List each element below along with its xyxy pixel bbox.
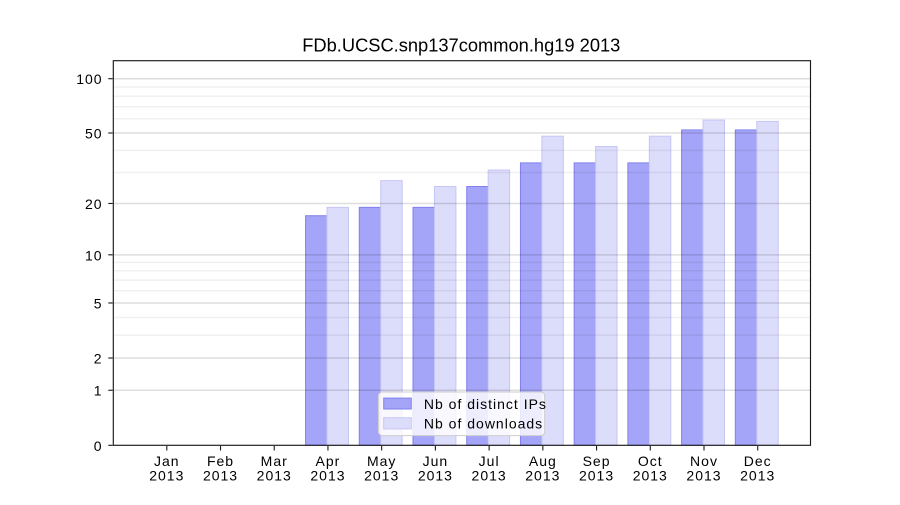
svg-text:2013: 2013 <box>633 468 668 484</box>
svg-text:May: May <box>367 453 396 469</box>
svg-text:FDb.UCSC.snp137common.hg19 201: FDb.UCSC.snp137common.hg19 2013 <box>302 35 620 56</box>
svg-text:Aug: Aug <box>529 453 557 469</box>
svg-text:10: 10 <box>85 247 103 263</box>
svg-text:2: 2 <box>94 351 103 367</box>
svg-text:0: 0 <box>94 438 103 454</box>
svg-text:Nb of distinct IPs: Nb of distinct IPs <box>424 396 547 412</box>
svg-text:Feb: Feb <box>207 453 234 469</box>
svg-text:20: 20 <box>85 196 103 212</box>
svg-text:Mar: Mar <box>261 453 288 469</box>
svg-text:2013: 2013 <box>418 468 453 484</box>
svg-text:Sep: Sep <box>583 453 611 469</box>
svg-text:50: 50 <box>85 125 103 141</box>
svg-text:5: 5 <box>94 295 103 311</box>
svg-text:Oct: Oct <box>638 453 663 469</box>
svg-text:Dec: Dec <box>744 453 772 469</box>
svg-text:2013: 2013 <box>472 468 507 484</box>
svg-text:Nov: Nov <box>690 453 718 469</box>
svg-text:Nb of downloads: Nb of downloads <box>424 416 543 432</box>
svg-text:2013: 2013 <box>579 468 614 484</box>
svg-text:2013: 2013 <box>310 468 345 484</box>
svg-text:2013: 2013 <box>203 468 238 484</box>
svg-text:Jun: Jun <box>423 453 449 469</box>
svg-text:100: 100 <box>76 71 102 87</box>
svg-text:2013: 2013 <box>686 468 721 484</box>
svg-text:2013: 2013 <box>525 468 560 484</box>
svg-text:2013: 2013 <box>740 468 775 484</box>
svg-text:1: 1 <box>94 383 103 399</box>
svg-text:Jul: Jul <box>479 453 500 469</box>
svg-text:Jan: Jan <box>154 453 180 469</box>
svg-text:2013: 2013 <box>149 468 184 484</box>
svg-text:Apr: Apr <box>316 453 341 469</box>
svg-text:2013: 2013 <box>257 468 292 484</box>
svg-text:2013: 2013 <box>364 468 399 484</box>
